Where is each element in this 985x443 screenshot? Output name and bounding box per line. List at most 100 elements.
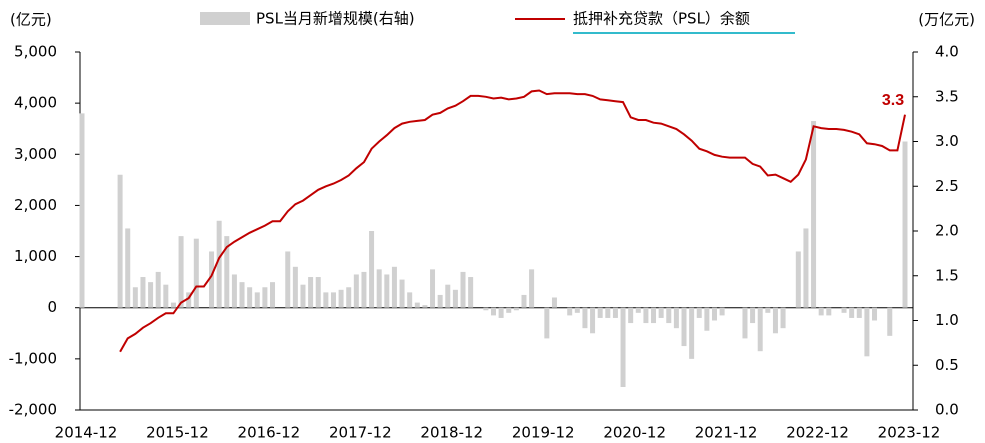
bar (308, 277, 314, 308)
bar (193, 238, 199, 308)
bar (696, 307, 702, 318)
bar (902, 141, 908, 308)
y2-tick-label: 1.5 (935, 266, 959, 284)
bar (430, 269, 436, 308)
bar (445, 284, 451, 308)
bar (521, 294, 527, 308)
bar (422, 305, 428, 308)
bar (361, 271, 367, 308)
bar (689, 307, 695, 359)
bar (148, 282, 154, 308)
x-tick-label: 2019-12 (512, 424, 575, 442)
bar (163, 284, 169, 308)
bar (285, 251, 291, 308)
bar (765, 307, 771, 313)
bar (620, 307, 626, 387)
bar (254, 292, 260, 308)
legend-label: PSL当月新增规模(右轴) (256, 10, 415, 28)
bar (666, 307, 672, 324)
y-tick-label: -1,000 (9, 349, 57, 367)
bar (605, 307, 611, 318)
x-tick-label: 2022-12 (786, 424, 849, 442)
x-tick-label: 2015-12 (146, 424, 209, 442)
x-tick-label: 2023-12 (878, 424, 941, 442)
y-tick-label: 3,000 (14, 145, 57, 163)
bar (818, 307, 824, 316)
x-tick-label: 2018-12 (420, 424, 483, 442)
bar (369, 231, 375, 308)
x-tick-label: 2020-12 (603, 424, 666, 442)
y-tick-label: 5,000 (14, 43, 57, 61)
bar (597, 307, 603, 318)
bar (719, 307, 725, 316)
y-tick-label: 4,000 (14, 94, 57, 112)
bar (811, 121, 817, 308)
bar (216, 220, 222, 308)
bar (780, 307, 786, 329)
bar (117, 174, 123, 308)
bar (209, 251, 215, 308)
bar (262, 287, 268, 308)
bar (544, 307, 550, 339)
bar (338, 289, 344, 308)
y2-tick-label: 3.0 (935, 132, 959, 150)
y-tick-label: 1,000 (14, 247, 57, 265)
bar (795, 251, 801, 308)
bar (315, 277, 321, 308)
bar (323, 292, 329, 308)
bar (224, 236, 230, 308)
bar (658, 307, 664, 318)
bar (376, 269, 382, 308)
bar (887, 307, 893, 336)
bar (574, 307, 580, 313)
bar (247, 287, 253, 308)
bar (460, 271, 466, 308)
y-unit: (亿元) (10, 11, 52, 29)
x-tick-label: 2016-12 (238, 424, 301, 442)
bar (681, 307, 687, 347)
y-tick-label: 0 (47, 298, 57, 316)
bar (498, 307, 504, 318)
y-tick-label: -2,000 (9, 401, 57, 419)
bar (79, 113, 85, 308)
y2-unit: (万亿元) (918, 11, 975, 29)
y2-tick-label: 3.5 (935, 87, 959, 105)
bar (330, 292, 336, 308)
y2-tick-label: 1.0 (935, 311, 959, 329)
bar (353, 274, 359, 308)
bar (643, 307, 649, 324)
bar (826, 307, 832, 316)
bar (170, 302, 176, 308)
bar (270, 282, 276, 308)
bar (239, 282, 245, 308)
bar (628, 307, 634, 324)
bar (483, 307, 489, 311)
bar (437, 294, 443, 308)
bar (491, 307, 496, 316)
x-tick-label: 2021-12 (695, 424, 758, 442)
bar (711, 307, 717, 321)
bar (125, 228, 131, 308)
bar (803, 228, 809, 308)
bar (513, 307, 519, 311)
bar (300, 284, 306, 308)
bar (384, 274, 390, 308)
bar (231, 274, 237, 308)
bar (567, 307, 573, 316)
bar (651, 307, 657, 324)
bar (742, 307, 748, 339)
bar (468, 277, 474, 308)
legend-label: 抵押补充贷款（PSL）余额 (573, 10, 750, 28)
bar (407, 292, 413, 308)
legend-swatch-bar (200, 12, 250, 25)
bar (292, 266, 298, 308)
bar (872, 307, 878, 321)
bar (186, 292, 192, 308)
bar (856, 307, 862, 318)
bar (590, 307, 596, 334)
bar (635, 307, 641, 313)
y2-tick-label: 0.5 (935, 356, 959, 374)
bar (772, 307, 778, 334)
bar (506, 307, 512, 313)
